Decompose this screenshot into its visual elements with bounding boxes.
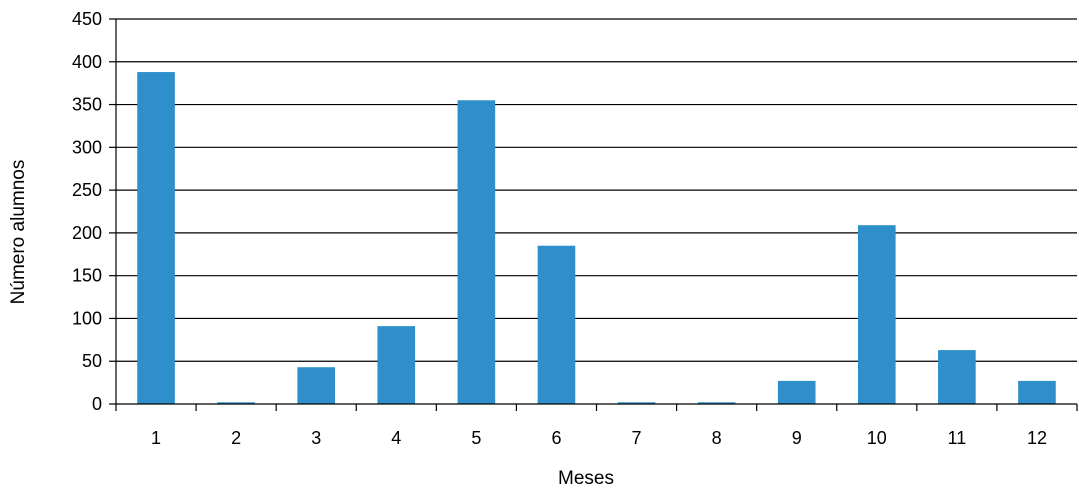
bar-4	[377, 326, 416, 404]
x-tick-label: 4	[391, 428, 401, 448]
bar-9	[777, 380, 816, 404]
gridlines	[116, 18, 1077, 362]
bar-1	[137, 72, 175, 405]
x-tick-label: 11	[948, 428, 967, 448]
bar-6	[537, 245, 576, 404]
x-tick-label: 5	[471, 428, 481, 448]
bar-3	[297, 367, 336, 404]
bar-8	[697, 402, 736, 404]
y-tick-label: 50	[82, 351, 102, 371]
y-tick-label: 0	[92, 394, 102, 414]
y-axis-title: Número alumnos	[8, 160, 29, 305]
x-tick-label: 12	[1027, 428, 1047, 448]
bars	[137, 72, 1056, 405]
y-tick-label: 150	[72, 266, 102, 286]
x-tick-label: 8	[712, 428, 722, 448]
bar-11	[938, 350, 976, 404]
bar-12	[1018, 380, 1056, 404]
y-tick-label: 400	[72, 52, 102, 72]
axes	[109, 18, 1078, 411]
x-tick-label: 7	[632, 428, 642, 448]
bar-7	[617, 402, 656, 404]
x-tick-label: 9	[792, 428, 802, 448]
y-tick-label: 200	[72, 223, 102, 243]
x-tick-label: 10	[867, 428, 887, 448]
x-axis-title: Meses	[558, 468, 614, 489]
y-tick-label: 350	[72, 95, 102, 115]
y-tick-label: 300	[72, 137, 102, 157]
x-tick-label: 3	[311, 428, 321, 448]
bar-5	[457, 100, 496, 405]
x-tick-label: 6	[551, 428, 561, 448]
bar-2	[217, 402, 255, 404]
x-tick-label: 2	[231, 428, 241, 448]
y-tick-label: 250	[72, 180, 102, 200]
x-tick-label: 1	[151, 428, 161, 448]
y-tick-label: 450	[72, 9, 102, 29]
bar-10	[857, 225, 896, 404]
y-tick-label: 100	[72, 308, 102, 328]
